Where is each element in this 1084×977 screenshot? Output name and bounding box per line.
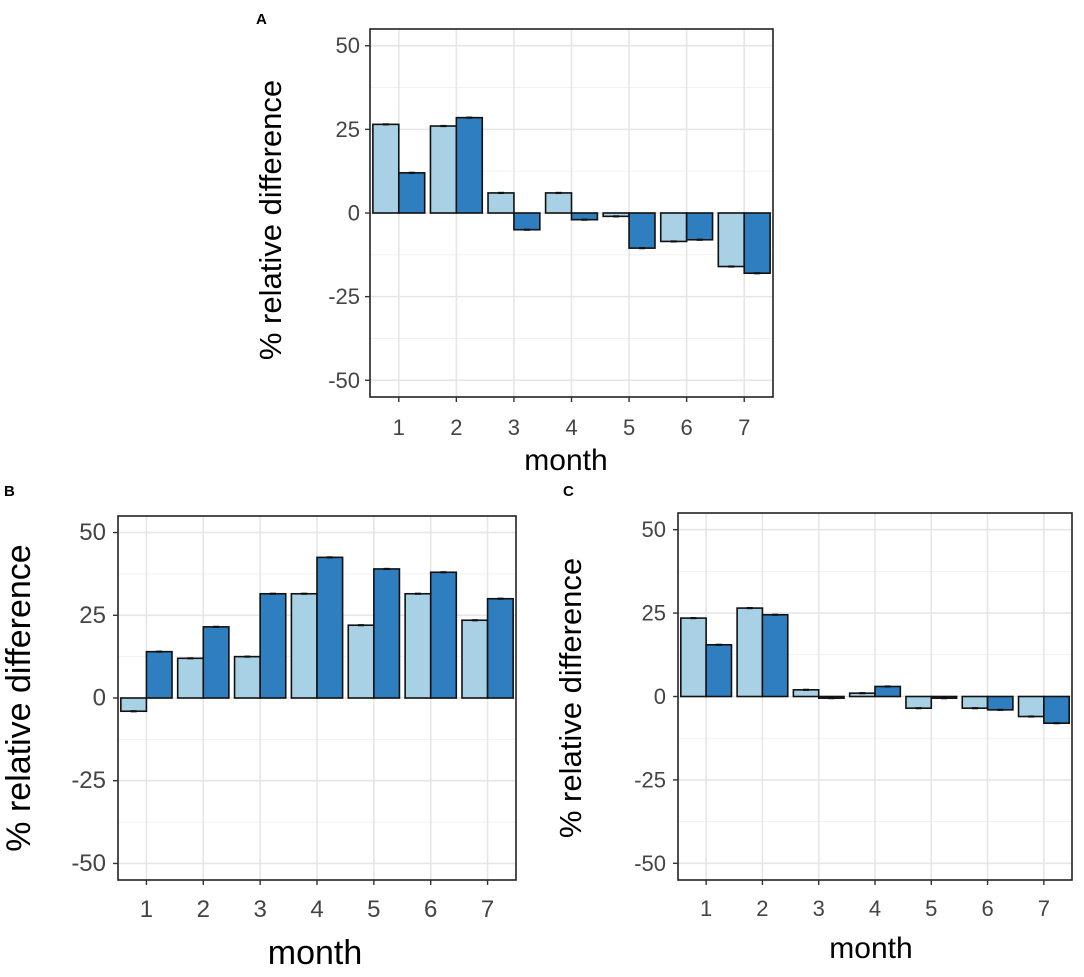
panel-a-bar-series-2-month-7 [743, 212, 771, 275]
panel-c-bar-series-1-month-1 [680, 617, 707, 698]
panel-c-xtick-1: 1 [700, 896, 712, 921]
panel-c-bar-series-1-month-2 [736, 607, 764, 698]
panel-b-xtick-2: 2 [197, 896, 210, 923]
panel-a-xtick-2: 2 [450, 415, 462, 440]
panel-c-xtick-6: 6 [981, 896, 993, 921]
panel-c: C 50 25 0 -25 -50 1 2 3 4 5 6 7 month % … [553, 483, 1073, 965]
panel-c-bar-series-1-month-6 [961, 695, 989, 709]
panel-a-xtick-5: 5 [623, 415, 635, 440]
panel-a-bar-series-2-month-2 [455, 116, 484, 214]
panel-c-xtick-4: 4 [869, 896, 881, 921]
panel-b-ytick-25: 25 [79, 602, 106, 629]
panel-a-bar-series-1-month-1 [372, 123, 400, 214]
panel-b-bar-series-1-month-6 [404, 592, 432, 699]
panel-a-xtick-7: 7 [738, 415, 750, 440]
panel-a-bar-series-2-month-6 [685, 212, 714, 241]
panel-b-bar-series-1-month-3 [233, 655, 261, 699]
panel-b-bar-series-2-month-1 [145, 650, 173, 699]
panel-c-ytick-0: 0 [654, 684, 666, 709]
panel-a-xtick-6: 6 [681, 415, 693, 440]
panel-c-bar-series-1-month-7 [1017, 695, 1045, 718]
panel-c-ytick-50: 50 [642, 517, 666, 542]
panel-c-bar-series-2-month-6 [986, 695, 1014, 711]
panel-b-bar-series-1-month-2 [176, 657, 205, 699]
panel-b: B 50 25 0 -25 -50 1 2 3 4 5 6 7 month % … [0, 483, 517, 972]
panel-b-xtick-5: 5 [367, 896, 380, 923]
panel-a-ytick-neg25: -25 [328, 284, 360, 309]
panel-c-xtick-7: 7 [1038, 896, 1050, 921]
panel-b-bar-series-1-month-7 [461, 619, 489, 699]
panel-b-bar-series-1-month-5 [347, 624, 375, 699]
panel-c-bar-series-2-month-7 [1043, 695, 1070, 724]
panel-c-bar-series-2-month-1 [705, 643, 733, 698]
panel-b-xtick-3: 3 [253, 896, 266, 923]
panel-a-letter: A [256, 11, 267, 28]
panel-b-bar-series-1-month-4 [290, 592, 318, 699]
panel-b-xtick-1: 1 [140, 896, 153, 923]
panel-b-ytick-50: 50 [79, 519, 106, 546]
panel-a-x-axis-title: month [524, 444, 607, 477]
panel-a-bar-series-1-month-3 [487, 192, 515, 214]
panel-c-xtick-2: 2 [756, 896, 768, 921]
panel-c-letter: C [563, 483, 574, 500]
panel-a-ytick-neg50: -50 [328, 368, 360, 393]
panel-b-bar-series-2-month-4 [316, 556, 344, 699]
panel-b-bar-series-2-month-3 [259, 592, 287, 699]
panel-a-bar-series-2-month-1 [397, 172, 426, 214]
panel-a-ytick-50: 50 [336, 33, 360, 58]
panel-c-bar-series-2-month-2 [761, 613, 789, 698]
panel-a-bar-series-1-month-4 [544, 192, 573, 214]
panel-b-xtick-6: 6 [424, 896, 437, 923]
panel-a-bar-series-1-month-7 [717, 212, 746, 268]
panel-c-y-axis-title: % relative difference [553, 558, 588, 838]
panel-b-bar-series-1-month-1 [120, 697, 148, 713]
panel-a-xtick-4: 4 [565, 415, 577, 440]
panel-a-xtick-3: 3 [508, 415, 520, 440]
panel-c-xtick-3: 3 [813, 896, 825, 921]
panel-b-bar-series-2-month-5 [373, 568, 401, 699]
panel-b-x-axis-title: month [268, 934, 363, 972]
panel-a-bar-series-2-month-3 [513, 212, 541, 231]
panel-a: A 50 25 0 -25 -50 1 2 3 4 5 6 7 month % … [253, 11, 774, 477]
panel-a-ytick-0: 0 [348, 201, 360, 226]
panel-b-bar-series-2-month-7 [486, 597, 514, 699]
panel-a-ytick-25: 25 [336, 117, 360, 142]
panel-c-bar-series-2-month-4 [874, 685, 902, 698]
panel-c-ytick-neg25: -25 [634, 767, 666, 792]
panel-a-plot [365, 28, 774, 402]
panel-a-bar-series-2-month-5 [628, 212, 656, 249]
panel-c-ytick-neg50: -50 [634, 851, 666, 876]
panel-b-bar-series-2-month-6 [429, 571, 458, 699]
panel-c-xtick-5: 5 [925, 896, 937, 921]
panel-b-xtick-7: 7 [481, 896, 494, 923]
panel-b-bar-series-2-month-2 [202, 626, 230, 699]
panel-b-ytick-neg50: -50 [71, 850, 106, 877]
panel-c-plot [673, 512, 1073, 885]
panel-b-ytick-neg25: -25 [71, 767, 106, 794]
panel-c-bar-series-1-month-5 [905, 695, 933, 709]
panel-a-bar-series-1-month-6 [659, 212, 688, 243]
panel-b-letter: B [4, 483, 15, 500]
panel-b-xtick-4: 4 [310, 896, 323, 923]
panel-a-xtick-1: 1 [393, 415, 405, 440]
panel-c-ytick-25: 25 [642, 601, 666, 626]
panel-b-plot [113, 515, 517, 885]
panel-b-y-axis-title: % relative difference [0, 544, 38, 851]
panel-a-bar-series-1-month-2 [429, 125, 458, 214]
panel-b-ytick-0: 0 [93, 685, 106, 712]
panel-a-y-axis-title: % relative difference [253, 80, 288, 360]
panel-c-x-axis-title: month [829, 932, 912, 965]
